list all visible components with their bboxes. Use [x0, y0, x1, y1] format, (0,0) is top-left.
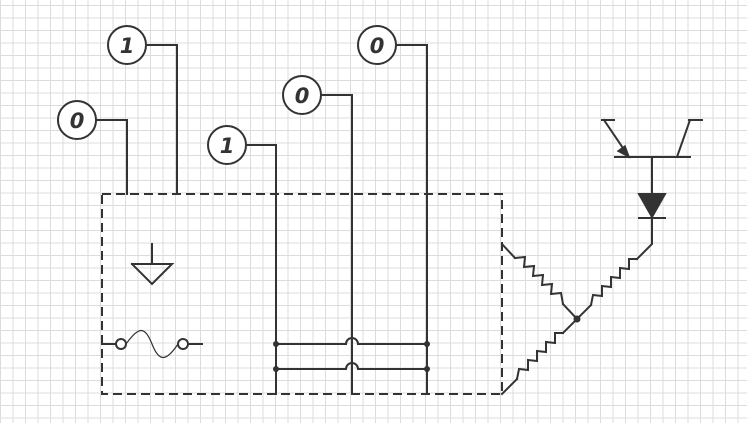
bus-line-2: [275, 362, 428, 370]
resistor-icon: [500, 317, 579, 396]
junction-dot: [424, 366, 430, 372]
fuse-icon: [101, 329, 203, 359]
ground-icon: [130, 243, 175, 286]
indicator-a-lead: [95, 119, 128, 195]
diode-icon: [637, 156, 667, 220]
indicator-d-lead: [320, 94, 353, 395]
indicator-d-value: 0: [295, 84, 310, 108]
indicator-c-lead: [245, 144, 277, 395]
indicator-b[interactable]: 1: [107, 25, 147, 65]
junction-dot: [573, 315, 581, 323]
indicator-a[interactable]: 0: [57, 100, 97, 140]
indicator-b-lead: [145, 44, 178, 195]
junction-dot: [424, 341, 430, 347]
junction-dot: [273, 366, 279, 372]
transistor-icon: [601, 118, 703, 159]
indicator-e-value: 0: [370, 34, 385, 58]
resistor-icon: [500, 242, 579, 321]
indicator-c[interactable]: 1: [207, 125, 247, 165]
indicator-c-value: 1: [220, 134, 235, 158]
indicator-d[interactable]: 0: [282, 75, 322, 115]
indicator-e[interactable]: 0: [357, 25, 397, 65]
junction-dot: [273, 341, 279, 347]
indicator-a-value: 0: [70, 109, 85, 133]
indicator-e-lead: [395, 44, 428, 395]
resistor-icon: [575, 217, 653, 321]
enclosure-box: [101, 193, 503, 395]
indicator-b-value: 1: [120, 34, 135, 58]
bus-line-1: [275, 337, 428, 345]
